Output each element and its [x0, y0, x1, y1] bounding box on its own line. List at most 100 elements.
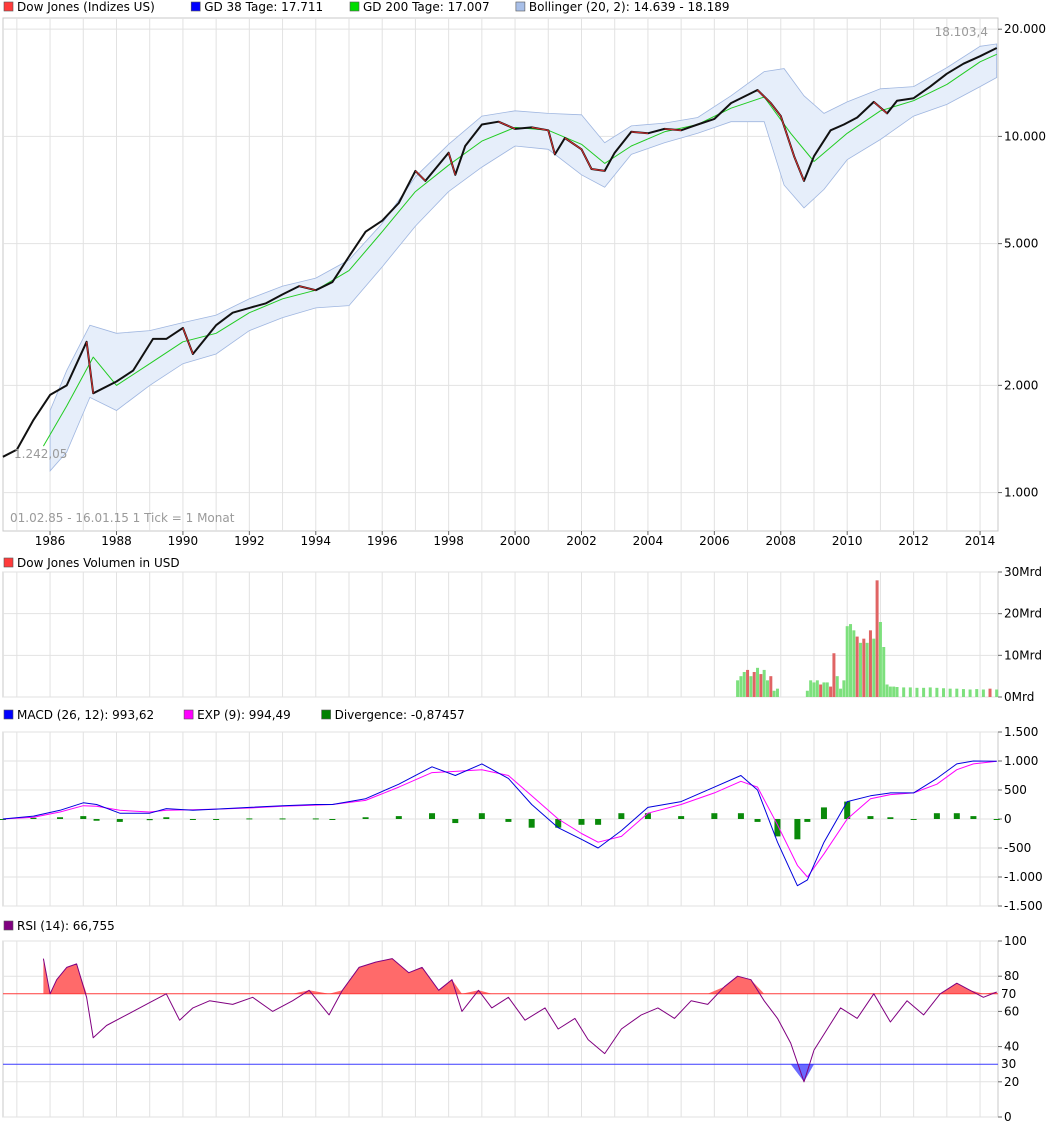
macd-divergence-bar — [0, 819, 6, 820]
volume-bar — [832, 653, 836, 697]
volume-bar — [852, 630, 856, 697]
macd-divergence-bar — [555, 819, 562, 828]
macd-ytick-label: -1.500 — [1004, 899, 1043, 913]
volume-bar — [772, 690, 776, 697]
volume-bar — [961, 689, 965, 697]
macd-ytick-label: 1.500 — [1004, 725, 1038, 739]
price-legend-swatch — [515, 1, 526, 12]
volume-bar — [829, 686, 833, 697]
price-candle-down — [757, 89, 772, 104]
x-tick-label: 2002 — [566, 534, 597, 548]
macd-divergence-bar — [213, 819, 220, 820]
volume-bar — [736, 680, 740, 697]
volume-bar — [865, 642, 869, 697]
volume-bar — [739, 676, 743, 697]
volume-bar — [756, 667, 760, 697]
macd-divergence-bar — [279, 818, 286, 820]
price-panel-frame — [2, 17, 999, 532]
volume-bar — [895, 687, 899, 697]
price-candle-down — [448, 152, 456, 175]
macd-divergence-bar — [867, 816, 874, 819]
rsi-legend-label: RSI (14): 66,755 — [17, 919, 115, 933]
volume-bar — [849, 624, 853, 697]
volume-bar — [749, 676, 753, 697]
macd-divergence-bar — [80, 816, 87, 819]
macd-divergence-bar — [189, 819, 196, 820]
x-tick-label: 2014 — [965, 534, 996, 548]
volume-bar — [968, 689, 972, 697]
macd-divergence-bar — [116, 819, 123, 822]
macd-legend-swatch — [321, 709, 331, 720]
price-date-range: 01.02.85 - 16.01.15 1 Tick = 1 Monat — [10, 511, 235, 525]
volume-bar — [868, 630, 872, 697]
price-legend-swatch — [349, 1, 360, 12]
bollinger-band — [49, 43, 998, 472]
rsi-legend-swatch — [3, 920, 14, 931]
price-candle-down — [531, 126, 549, 131]
macd-divergence-bar — [478, 813, 485, 819]
x-tick-label: 1998 — [433, 534, 464, 548]
volume-bar — [948, 688, 952, 697]
macd-divergence-bar — [993, 819, 1000, 820]
volume-ytick-label: 0Mrd — [1004, 690, 1034, 704]
volume-ytick-label: 10Mrd — [1004, 648, 1042, 662]
price-candle-down — [547, 130, 556, 155]
macd-ytick-label: -500 — [1004, 841, 1031, 855]
price-legend-label: GD 200 Tage: 17.007 — [363, 0, 490, 14]
macd-divergence-bar — [329, 819, 336, 820]
volume-bar — [822, 682, 826, 697]
volume-bar — [835, 676, 839, 697]
macd-divergence-bar — [163, 817, 170, 819]
macd-divergence-bar — [528, 819, 535, 828]
volume-bar — [809, 680, 813, 697]
volume-bar — [845, 626, 849, 697]
x-tick-label: 2004 — [633, 534, 664, 548]
volume-ytick-label: 20Mrd — [1004, 607, 1042, 621]
volume-bar — [878, 622, 882, 697]
macd-divergence-bar — [578, 819, 585, 825]
macd-divergence-bar — [933, 813, 940, 819]
volume-panel-frame — [2, 571, 999, 698]
macd-divergence-bar — [970, 816, 977, 819]
rsi-ytick-label: 100 — [1004, 934, 1027, 948]
macd-divergence-bar — [505, 819, 512, 822]
volume-bar — [805, 690, 809, 697]
volume-bar — [995, 689, 999, 697]
macd-divergence-bar — [754, 819, 761, 822]
volume-bar — [815, 680, 819, 697]
macd-divergence-bar — [30, 817, 37, 819]
macd-divergence-bar — [804, 819, 811, 822]
x-tick-label: 1994 — [301, 534, 332, 548]
macd-legend-label: Divergence: -0,87457 — [335, 708, 465, 722]
macd-divergence-bar — [362, 817, 369, 819]
volume-bar — [902, 687, 906, 697]
price-candle-down — [770, 102, 782, 117]
price-candle-down — [873, 101, 888, 114]
macd-divergence-bar — [953, 813, 960, 819]
macd-divergence-bar — [887, 817, 894, 819]
rsi-ytick-label: 20 — [1004, 1075, 1019, 1089]
rsi-ytick-label: 60 — [1004, 1004, 1019, 1018]
volume-bar — [762, 669, 766, 697]
price-candle-down — [664, 128, 682, 131]
macd-ytick-label: -1.000 — [1004, 870, 1043, 884]
macd-divergence-bar — [820, 807, 827, 819]
price-candle-down — [498, 121, 516, 130]
volume-bar — [765, 680, 769, 697]
volume-bar — [935, 687, 939, 697]
x-tick-label: 2008 — [766, 534, 797, 548]
price-ytick-label: 2.000 — [1004, 378, 1038, 392]
volume-bar — [858, 642, 862, 697]
macd-legend-swatch — [183, 709, 194, 720]
x-tick-label: 1996 — [367, 534, 398, 548]
macd-divergence-bar — [618, 813, 625, 819]
macd-divergence-bar — [737, 813, 744, 819]
volume-bar — [922, 687, 926, 697]
volume-bar — [812, 682, 816, 697]
rsi-ytick-label: 80 — [1004, 969, 1019, 983]
price-candle-down — [793, 155, 805, 182]
volume-bar — [752, 672, 756, 697]
macd-divergence-bar — [395, 816, 402, 819]
price-candle-down — [581, 149, 592, 170]
macd-divergence-bar — [93, 819, 100, 821]
